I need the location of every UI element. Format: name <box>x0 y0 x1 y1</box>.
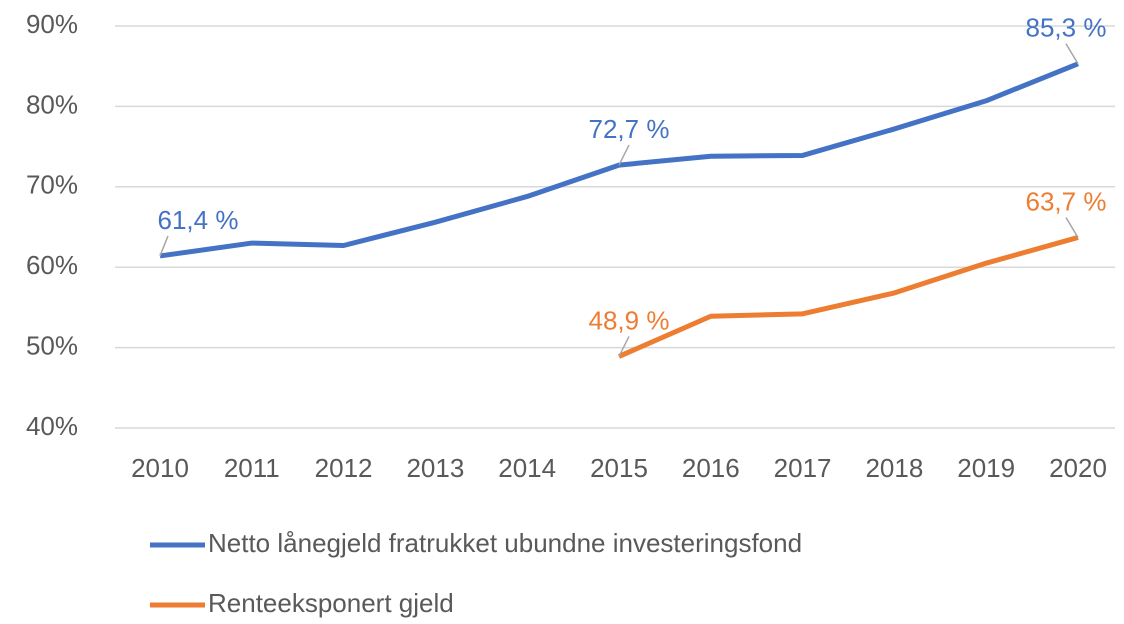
y-tick-label: 60% <box>26 250 78 280</box>
y-tick-label: 90% <box>26 9 78 39</box>
x-tick-label: 2010 <box>131 453 189 483</box>
data-label: 72,7 % <box>589 114 670 144</box>
x-tick-label: 2017 <box>774 453 832 483</box>
y-tick-label: 50% <box>26 330 78 360</box>
legend-label: Renteeksponert gjeld <box>208 588 454 618</box>
data-label: 63,7 % <box>1026 186 1107 216</box>
x-tick-label: 2016 <box>682 453 740 483</box>
x-tick-label: 2011 <box>224 453 280 483</box>
leader-line <box>1065 43 1079 65</box>
data-label: 61,4 % <box>158 205 239 235</box>
x-tick-label: 2019 <box>957 453 1015 483</box>
x-tick-label: 2015 <box>590 453 648 483</box>
x-tick-label: 2020 <box>1049 453 1107 483</box>
leader-line <box>1065 217 1079 238</box>
series-line <box>159 61 1079 259</box>
x-tick-label: 2014 <box>498 453 556 483</box>
leader-line <box>618 144 630 166</box>
x-tick-label: 2013 <box>406 453 464 483</box>
data-label: 85,3 % <box>1026 13 1107 43</box>
y-tick-label: 70% <box>26 170 78 200</box>
y-tick-label: 80% <box>26 89 78 119</box>
series-line <box>617 235 1079 359</box>
data-label: 48,9 % <box>589 305 670 335</box>
legend-label: Netto lånegjeld fratrukket ubundne inves… <box>208 528 802 558</box>
x-tick-label: 2018 <box>865 453 923 483</box>
leader-line <box>618 336 630 357</box>
leader-line <box>159 235 169 257</box>
y-tick-label: 40% <box>26 411 78 441</box>
x-tick-label: 2012 <box>315 453 373 483</box>
